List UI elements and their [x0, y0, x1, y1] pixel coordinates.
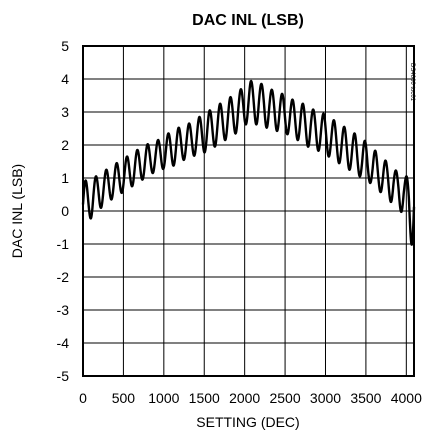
x-axis-label: SETTING (DEC) — [196, 414, 299, 430]
plot-frame — [82, 45, 415, 377]
y-axis-label: DAC INL (LSB) — [9, 164, 25, 258]
inl-series-line — [81, 79, 416, 246]
x-tick-label: 2500 — [269, 390, 300, 406]
y-tick-label: -3 — [57, 302, 70, 318]
y-tick-label: 4 — [61, 71, 69, 87]
y-tick-label: 3 — [61, 104, 69, 120]
x-tick-label: 1500 — [189, 390, 220, 406]
x-tick-label: 500 — [112, 390, 136, 406]
figure-id-label: DS4660 toc01 — [409, 63, 415, 102]
series-layer — [81, 79, 416, 246]
y-tick-label: 1 — [61, 170, 69, 186]
x-tick-label: 4000 — [391, 390, 422, 406]
y-tick-label: 2 — [61, 137, 69, 153]
x-tick-label: 1000 — [148, 390, 179, 406]
x-tick-label: 0 — [79, 390, 87, 406]
x-tick-labels: 0 500 1000 1500 2000 2500 3000 3500 4000 — [79, 390, 422, 406]
y-tick-label: -2 — [57, 269, 70, 285]
y-tick-label: -5 — [57, 368, 70, 384]
chart-title: DAC INL (LSB) — [192, 12, 304, 29]
y-tick-label: 5 — [61, 38, 69, 54]
x-tick-label: 3500 — [350, 390, 381, 406]
y-tick-labels: 5 4 3 2 1 0 -1 -2 -3 -4 -5 — [57, 38, 70, 384]
y-tick-label: 0 — [61, 203, 69, 219]
x-tick-label: 2000 — [229, 390, 260, 406]
y-tick-label: -4 — [57, 335, 70, 351]
y-tick-label: -1 — [57, 236, 70, 252]
grid-lines — [83, 46, 414, 376]
x-tick-label: 3000 — [310, 390, 341, 406]
